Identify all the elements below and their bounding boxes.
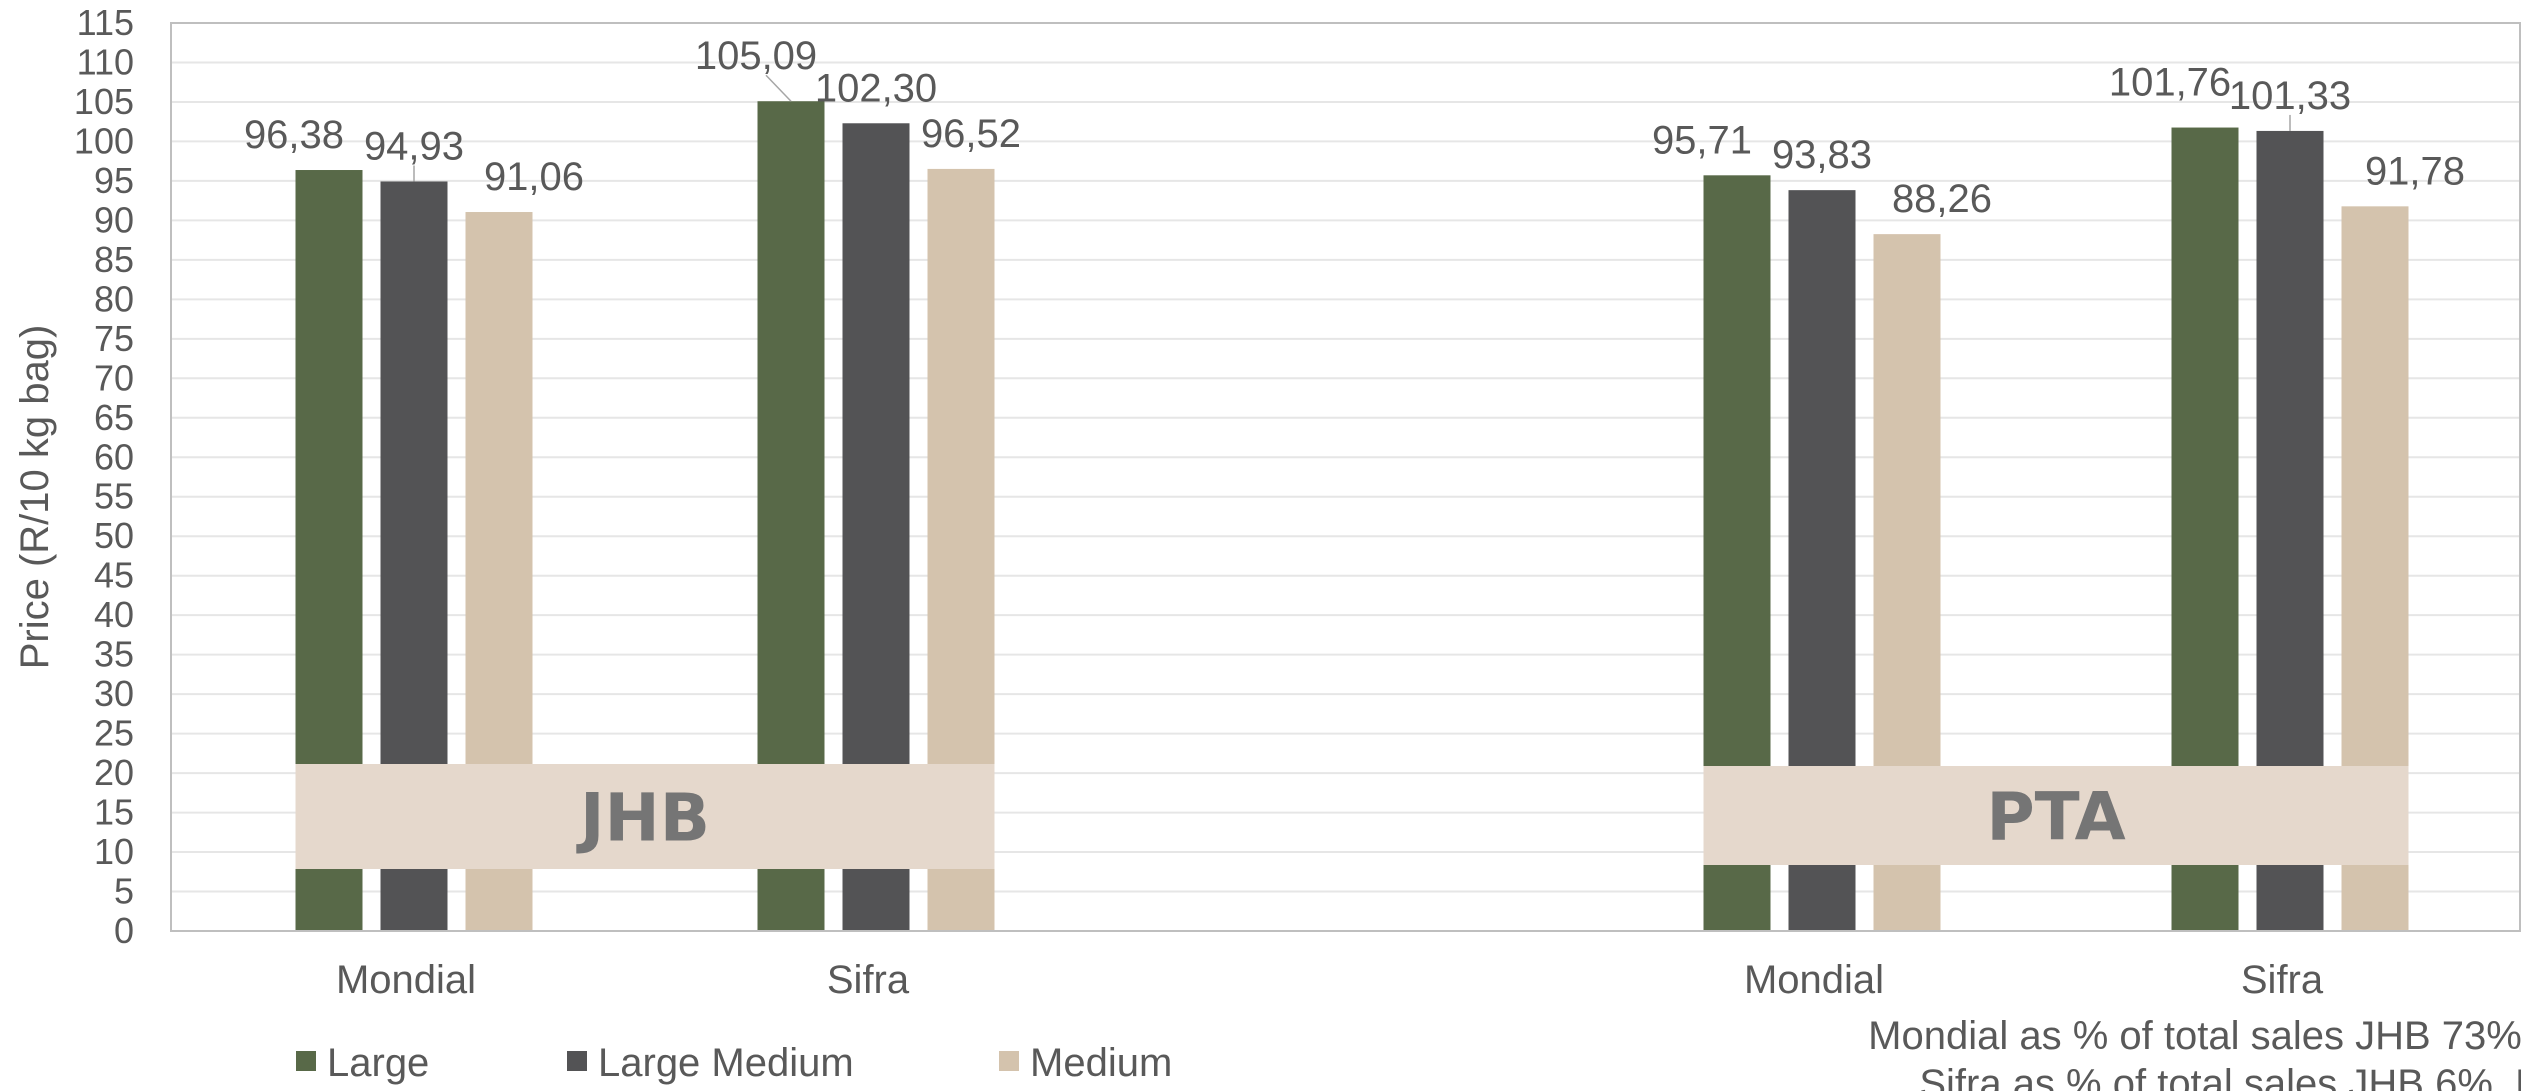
- data-label: 101,76: [2109, 61, 2231, 105]
- y-tick-label: 30: [94, 673, 134, 714]
- y-tick-label: 40: [94, 594, 134, 635]
- label-leader-line: [765, 74, 792, 102]
- y-tick-label: 55: [94, 476, 134, 517]
- y-tick-label: 65: [94, 397, 134, 438]
- y-tick-label: 105: [74, 81, 134, 122]
- data-label: 95,71: [1652, 118, 1752, 162]
- notes: Mondial as % of total sales JHB 73%, PTA…: [1868, 1014, 2521, 1091]
- y-axis-ticks: 0510152025303540455055606570758085909510…: [74, 2, 134, 951]
- note-line: Mondial as % of total sales JHB 73%, PTA…: [1868, 1014, 2521, 1058]
- y-tick-label: 60: [94, 436, 134, 477]
- category-label: Mondial: [1744, 958, 1884, 1002]
- y-tick-label: 115: [77, 2, 134, 43]
- legend: Large Large Medium Medium: [296, 1041, 1172, 1085]
- legend-swatch: [567, 1051, 587, 1071]
- data-label: 96,38: [244, 113, 344, 157]
- data-label: 94,93: [364, 124, 464, 168]
- data-label: 102,30: [815, 66, 937, 110]
- y-tick-label: 90: [94, 199, 134, 240]
- category-label: Sifra: [827, 958, 910, 1002]
- group-box-pta: [1703, 766, 2409, 865]
- y-tick-label: 45: [94, 555, 134, 596]
- legend-swatch: [296, 1051, 316, 1071]
- category-label: Mondial: [336, 958, 476, 1002]
- y-tick-label: 50: [94, 515, 134, 556]
- y-tick-label: 110: [77, 41, 134, 82]
- y-tick-label: 10: [94, 831, 134, 872]
- note-line: Sifra as % of total sales JHB 6%, PTA 6%: [1919, 1062, 2521, 1091]
- y-tick-label: 35: [94, 634, 134, 675]
- y-axis-title: Price (R/10 kg bag): [13, 325, 57, 670]
- y-tick-label: 80: [94, 278, 134, 319]
- y-tick-label: 20: [94, 752, 134, 793]
- plot-border: [170, 22, 2521, 932]
- y-tick-label: 100: [74, 120, 134, 161]
- legend-label: Large Medium: [598, 1041, 854, 1085]
- legend-swatch: [999, 1051, 1019, 1071]
- category-label: Sifra: [2241, 958, 2324, 1002]
- group-label: JHB: [576, 780, 710, 857]
- y-tick-label: 95: [94, 160, 134, 201]
- data-label: 88,26: [1892, 177, 1992, 221]
- legend-label: Large: [327, 1041, 429, 1085]
- data-label: 93,83: [1772, 133, 1872, 177]
- y-tick-label: 15: [94, 792, 134, 833]
- group-boxes: JHB PTA: [295, 764, 2409, 869]
- data-label: 91,06: [484, 155, 584, 199]
- legend-label: Medium: [1030, 1041, 1172, 1085]
- group-box-jhb: [295, 764, 995, 869]
- data-label: 91,78: [2365, 149, 2465, 193]
- y-tick-label: 85: [94, 239, 134, 280]
- data-label: 96,52: [921, 112, 1021, 156]
- data-label: 101,33: [2229, 74, 2351, 118]
- category-labels: Mondial Sifra Mondial Sifra: [336, 958, 2324, 1002]
- y-tick-label: 75: [94, 318, 134, 359]
- y-tick-label: 25: [94, 713, 134, 754]
- group-label: PTA: [1986, 779, 2125, 856]
- y-tick-label: 70: [94, 357, 134, 398]
- data-label: 105,09: [695, 34, 817, 78]
- y-tick-label: 5: [114, 871, 134, 912]
- y-tick-label: 0: [114, 910, 134, 951]
